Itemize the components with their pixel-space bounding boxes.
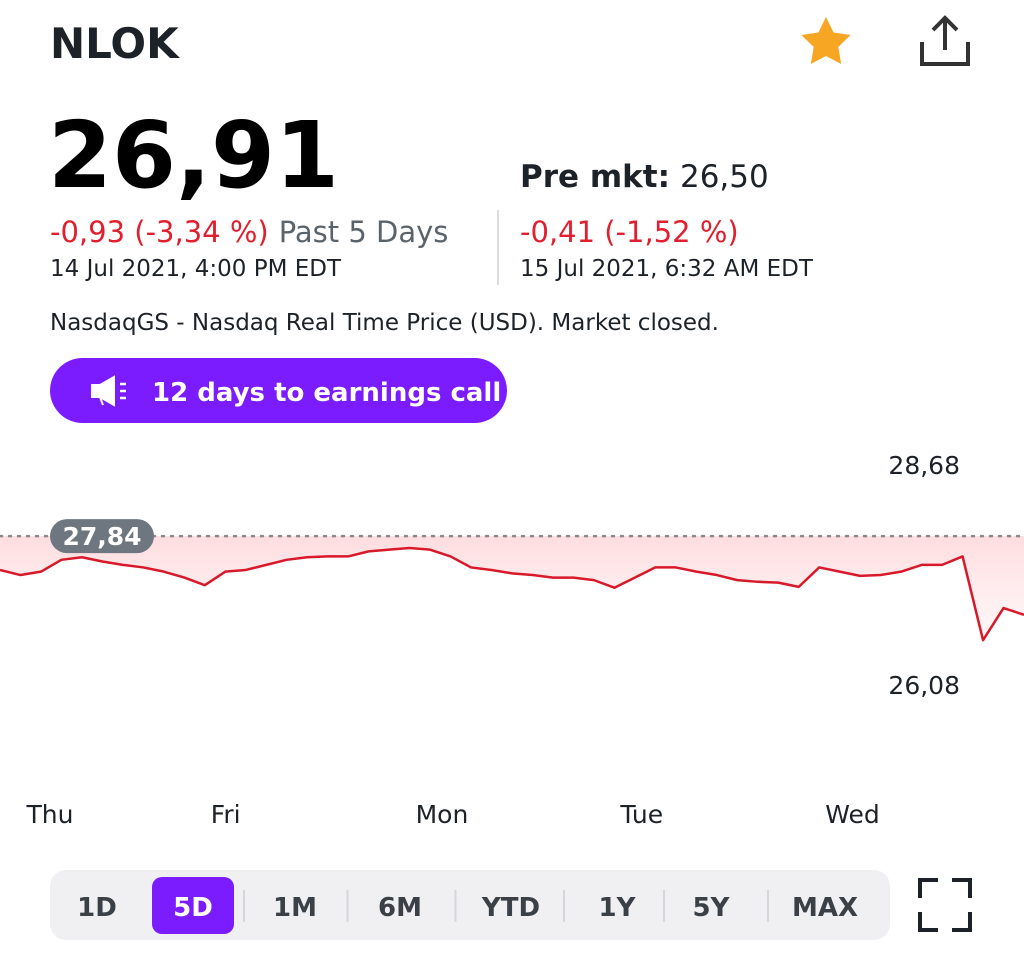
range-option[interactable]: 5D: [173, 893, 213, 923]
reference-badge: [50, 519, 154, 554]
y-tick-label: 28,68: [888, 451, 960, 480]
range-selected[interactable]: [152, 877, 234, 934]
change-area: [0, 536, 1024, 641]
period: Past 5 Days: [279, 215, 449, 249]
change-line: -0,93 (-3,34 %) Past 5 Days: [50, 215, 448, 249]
quote-time: 14 Jul 2021, 4:00 PM EDT: [50, 256, 342, 282]
x-tick-label: Tue: [619, 800, 663, 829]
change: -0,93 (-3,34 %): [50, 215, 269, 249]
range-option[interactable]: 1M: [273, 893, 317, 923]
share-button[interactable]: [920, 15, 970, 66]
range-option[interactable]: 1Y: [599, 893, 637, 923]
earnings-button-bg[interactable]: [50, 358, 507, 423]
fullscreen-button[interactable]: [918, 878, 972, 932]
x-tick-label: Fri: [211, 800, 241, 829]
x-tick-label: Wed: [825, 800, 880, 829]
x-tick-label: Thu: [25, 800, 73, 829]
x-tick-label: Mon: [416, 800, 469, 829]
range-option[interactable]: MAX: [792, 893, 858, 923]
price: 26,91: [48, 102, 339, 209]
earnings-button[interactable]: 12 days to earnings call: [50, 358, 507, 423]
range-option[interactable]: 6M: [378, 893, 422, 923]
range-option[interactable]: 5Y: [693, 893, 731, 923]
range-option[interactable]: 1D: [77, 893, 117, 923]
earnings-label[interactable]: 12 days to earnings call: [152, 378, 501, 408]
price-chart: 27,84 28,68 26,08 Thu Fri Mon Tue Wed: [0, 451, 1024, 829]
premarket-label: Pre mkt:: [520, 159, 670, 195]
premarket-time: 15 Jul 2021, 6:32 AM EDT: [520, 256, 814, 282]
premarket-price: 26,50: [680, 159, 769, 195]
price-line: [0, 546, 1024, 642]
ticker: NLOK: [50, 19, 180, 68]
y-tick-label: 26,08: [888, 671, 960, 700]
source: NasdaqGS - Nasdaq Real Time Price (USD).…: [50, 310, 719, 336]
reference-label: 27,84: [62, 522, 141, 551]
premarket: Pre mkt: 26,50: [520, 159, 769, 195]
range-bar: [50, 870, 890, 940]
watchlist-star[interactable]: [801, 17, 851, 64]
megaphone-icon: [91, 375, 115, 407]
megaphone-lines: [120, 382, 126, 400]
range-option[interactable]: YTD: [481, 893, 540, 923]
premarket-change: -0,41 (-1,52 %): [520, 215, 739, 249]
range-selector: 1D 5D 1M 6M YTD 1Y 5Y MAX: [77, 877, 858, 934]
